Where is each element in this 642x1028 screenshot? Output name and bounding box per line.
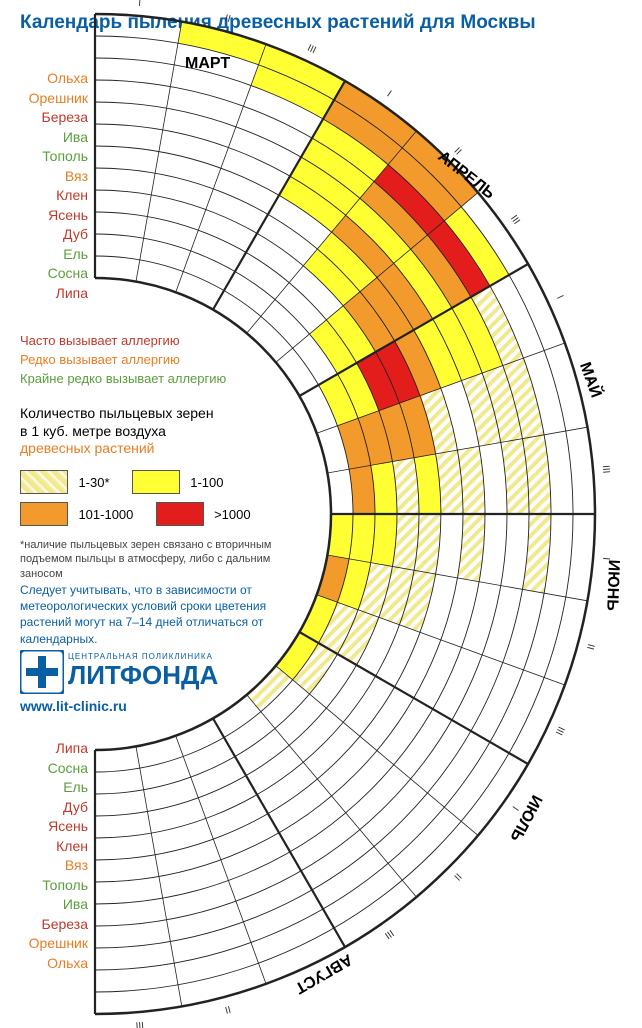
swatch-low-label: 1-100	[190, 475, 223, 490]
plant-label-bottom: Тополь	[0, 877, 88, 893]
svg-text:III: III	[135, 1019, 144, 1028]
swatch-low	[132, 470, 180, 494]
swatch-high-label: >1000	[214, 507, 251, 522]
svg-text:I: I	[385, 89, 394, 100]
svg-text:III: III	[508, 213, 522, 226]
grain-legend-sub: древесных растений	[20, 440, 154, 456]
page-root: Календарь пыления древесных растений для…	[0, 0, 642, 1028]
month-label: МАРТ	[185, 55, 230, 73]
brand-name: ЛИТФОНДА	[68, 660, 218, 691]
plant-label-top: Липа	[0, 285, 88, 301]
brand-url[interactable]: www.lit-clinic.ru	[20, 698, 127, 714]
grain-legend-title: Количество пыльцевых зерен в 1 куб. метр…	[20, 405, 214, 458]
svg-text:II: II	[224, 13, 232, 25]
legend-very-rare: Крайне редко вызывает аллергию	[20, 371, 226, 386]
svg-text:III: III	[305, 43, 317, 56]
plant-label-top: Ель	[0, 246, 88, 262]
plant-label-bottom: Ольха	[0, 955, 88, 971]
legend-rare: Редко вызывает аллергию	[20, 352, 180, 367]
legend-often: Часто вызывает аллергию	[20, 333, 180, 348]
plant-label-bottom: Сосна	[0, 760, 88, 776]
plant-label-top: Тополь	[0, 148, 88, 164]
plant-label-top: Береза	[0, 109, 88, 125]
plus-icon	[20, 650, 64, 694]
plant-label-top: Ива	[0, 129, 88, 145]
plant-label-bottom: Ель	[0, 779, 88, 795]
plant-label-top: Клен	[0, 187, 88, 203]
swatch-high	[156, 502, 204, 526]
swatch-hatch-label: 1-30*	[78, 475, 109, 490]
swatch-mid-label: 101-1000	[78, 507, 133, 522]
plant-label-bottom: Орешник	[0, 935, 88, 951]
plant-label-bottom: Дуб	[0, 799, 88, 815]
grain-legend-row2: 101-1000 >1000	[20, 502, 251, 526]
grain-legend-row1: 1-30* 1-100	[20, 470, 223, 494]
plant-label-top: Ольха	[0, 70, 88, 86]
blue-note: Следует учитывать, что в зависимости от …	[20, 582, 300, 647]
svg-text:I: I	[554, 294, 565, 301]
footnote: *наличие пыльцевых зерен связано с втори…	[20, 538, 310, 581]
plant-label-top: Ясень	[0, 207, 88, 223]
svg-text:II: II	[452, 871, 464, 883]
plant-label-bottom: Вяз	[0, 857, 88, 873]
plant-label-bottom: Клен	[0, 838, 88, 854]
svg-text:I: I	[138, 0, 142, 9]
plant-label-top: Вяз	[0, 168, 88, 184]
swatch-hatch	[20, 470, 68, 494]
svg-text:II: II	[224, 1003, 232, 1015]
plant-label-bottom: Липа	[0, 740, 88, 756]
svg-text:II: II	[584, 643, 596, 651]
plant-label-top: Орешник	[0, 90, 88, 106]
plant-label-top: Дуб	[0, 226, 88, 242]
svg-text:III: III	[382, 927, 395, 941]
plant-label-bottom: Ясень	[0, 818, 88, 834]
plant-label-top: Сосна	[0, 265, 88, 281]
month-label: ИЮНЬ	[602, 559, 622, 611]
plant-label-bottom: Береза	[0, 916, 88, 932]
svg-text:III: III	[553, 724, 566, 736]
swatch-mid	[20, 502, 68, 526]
brand-logo	[20, 650, 64, 699]
plant-label-bottom: Ива	[0, 896, 88, 912]
svg-text:III: III	[600, 465, 612, 474]
